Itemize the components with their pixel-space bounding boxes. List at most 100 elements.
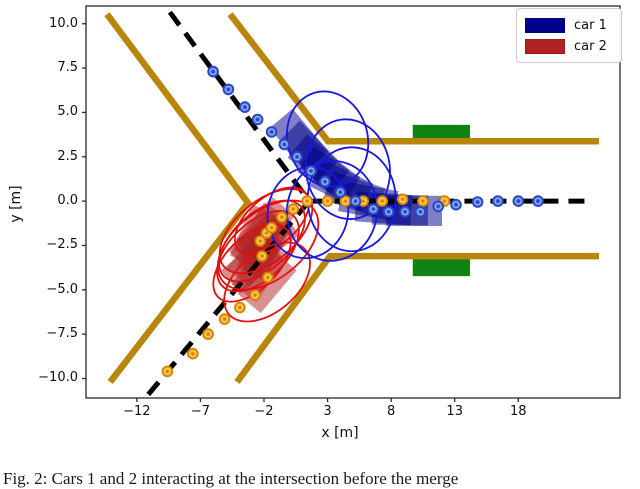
car1-waypoint-marker-dot	[309, 169, 313, 173]
car1-waypoint-marker-ring	[352, 197, 360, 205]
car1-waypoint-marker-dot	[338, 190, 342, 194]
car2-waypoint-marker-ring	[441, 197, 449, 205]
y-tick-label: −5.0	[46, 281, 78, 297]
car1-waypoint-marker-ring	[401, 208, 409, 216]
car1-waypoint-marker-dot	[403, 210, 407, 214]
occupancy-box	[412, 259, 470, 277]
car1-waypoint-marker-dot	[256, 118, 259, 121]
x-tick-label: 13	[446, 404, 463, 419]
car2-waypoint-marker-ring	[324, 197, 332, 205]
x-tick-label: −12	[123, 404, 151, 419]
car2-waypoint-marker-dot	[270, 226, 273, 230]
legend-item-car1: car 1	[525, 15, 613, 36]
car2-waypoint-marker-dot	[326, 199, 329, 203]
car2-waypoint-marker-dot	[260, 254, 264, 258]
car1-waypoint-marker-dot	[282, 143, 286, 146]
y-tick-label: 10.0	[49, 15, 78, 31]
car1-waypoint-marker-ring	[321, 178, 329, 186]
car2-waypoint-marker-dot	[361, 199, 365, 203]
car2-waypoint-marker-ring	[341, 197, 349, 205]
car1-waypoint-marker-ring	[280, 140, 288, 148]
plot-canvas	[82, 5, 621, 402]
car2-waypoint-marker-dot	[238, 306, 242, 309]
car2-uncertainty-ellipse	[218, 199, 306, 283]
car2-waypoint-marker-dot	[223, 317, 227, 321]
car2-uncertainty-ellipse	[223, 241, 311, 323]
legend-label-car1: car 1	[574, 18, 607, 33]
car2-waypoint-marker-dot	[443, 199, 446, 203]
x-tick-label: 3	[323, 404, 332, 419]
car2-waypoint-marker-dot	[401, 197, 404, 201]
x-tick-label: −2	[254, 404, 274, 419]
car2-waypoint-marker-ring	[258, 252, 266, 260]
car1-waypoint-marker-dot	[419, 210, 422, 214]
car2-waypoint-marker-dot	[380, 199, 384, 203]
car1-waypoint-marker-ring	[474, 198, 482, 206]
car1-waypoint-marker-dot	[516, 199, 520, 203]
car2-waypoint-marker-dot	[258, 239, 262, 243]
road-edge-west-edge	[104, 12, 253, 384]
car1-waypoint-marker-ring	[494, 197, 502, 205]
car1-waypoint-marker-ring	[254, 115, 262, 123]
legend-label-car2: car 2	[574, 39, 607, 54]
car1-waypoint-marker-dot	[496, 199, 500, 203]
car2-waypoint-marker-ring	[189, 350, 197, 358]
y-axis-label: y [m]	[8, 185, 24, 223]
car2-uncertainty-ellipse	[216, 199, 320, 291]
centerline-route-lower-to-junction	[146, 199, 312, 397]
legend: car 1 car 2	[516, 8, 622, 63]
car2-waypoint-marker-ring	[264, 273, 272, 281]
car2-waypoint-marker-ring	[399, 195, 407, 203]
car2-waypoint-marker-dot	[305, 199, 309, 203]
car2-waypoint-marker-ring	[236, 304, 244, 312]
car2-waypoint-marker-ring	[303, 197, 311, 205]
car1-waypoint-marker-dot	[536, 199, 540, 203]
x-tick-label: 18	[510, 404, 527, 419]
car1-waypoint-marker-ring	[416, 208, 424, 216]
car1-waypoint-marker-dot	[211, 70, 215, 73]
car1-waypoint-marker-ring	[224, 85, 232, 93]
car1-waypoint-marker-ring	[241, 103, 249, 111]
car1-waypoint-marker-dot	[436, 205, 440, 208]
car2-waypoint-marker-ring	[419, 197, 427, 205]
car1-waypoint-marker-ring	[434, 202, 442, 210]
car2-waypoint-marker-ring	[256, 237, 264, 245]
car2-waypoint-marker-dot	[166, 370, 169, 373]
y-tick-label: −7.5	[46, 326, 78, 342]
y-tick-label: −2.5	[46, 237, 78, 253]
car2-waypoint-marker-ring	[251, 291, 259, 299]
car1-waypoint-marker-ring	[293, 153, 301, 161]
car1-waypoint-marker-dot	[295, 155, 299, 159]
car1-waypoint-marker-dot	[354, 199, 357, 203]
car2-waypoint-marker-ring	[289, 205, 297, 213]
car2-waypoint-marker-ring	[221, 315, 229, 323]
y-tick-label: 0.0	[57, 193, 78, 209]
car1-waypoint-marker-ring	[385, 208, 393, 216]
car1-uncertainty-ellipse	[285, 160, 379, 262]
car2-waypoint-marker-dot	[421, 199, 425, 203]
y-tick-label: 7.5	[57, 60, 78, 76]
car2-waypoint-marker-ring	[278, 213, 286, 221]
car2-waypoint-marker-ring	[268, 224, 276, 232]
x-tick-label: −7	[190, 404, 210, 419]
car1-waypoint-marker-ring	[514, 197, 522, 205]
legend-item-car2: car 2	[525, 36, 613, 57]
plot-spines	[85, 5, 621, 399]
car2-waypoint-marker-dot	[206, 332, 210, 336]
car1-waypoint-marker-dot	[476, 200, 479, 204]
car2-waypoint-marker-ring	[163, 367, 171, 375]
car1-waypoint-marker-ring	[268, 128, 276, 136]
trajectory-figure: −12 −7 −2 3 8 13 18 10.0 7.5 5.0 2.5 0.0 −2.5 −5.0 −7.…	[8, 5, 622, 441]
car2-waypoint-marker-ring	[204, 330, 212, 338]
x-axis-label: x [m]	[321, 425, 359, 441]
car2-waypoint-marker-dot	[280, 215, 284, 219]
legend-swatch-car2	[525, 39, 565, 54]
car2-waypoint-marker-dot	[253, 293, 257, 297]
car2-uncertainty-ellipse	[234, 186, 310, 256]
y-tick-label: 2.5	[57, 148, 78, 164]
car1-waypoint-marker-ring	[336, 188, 344, 196]
car1-waypoint-marker-dot	[227, 88, 230, 91]
car1-waypoint-marker-dot	[243, 105, 247, 109]
car1-waypoint-marker-ring	[534, 197, 542, 205]
car2-waypoint-marker-dot	[344, 199, 347, 203]
